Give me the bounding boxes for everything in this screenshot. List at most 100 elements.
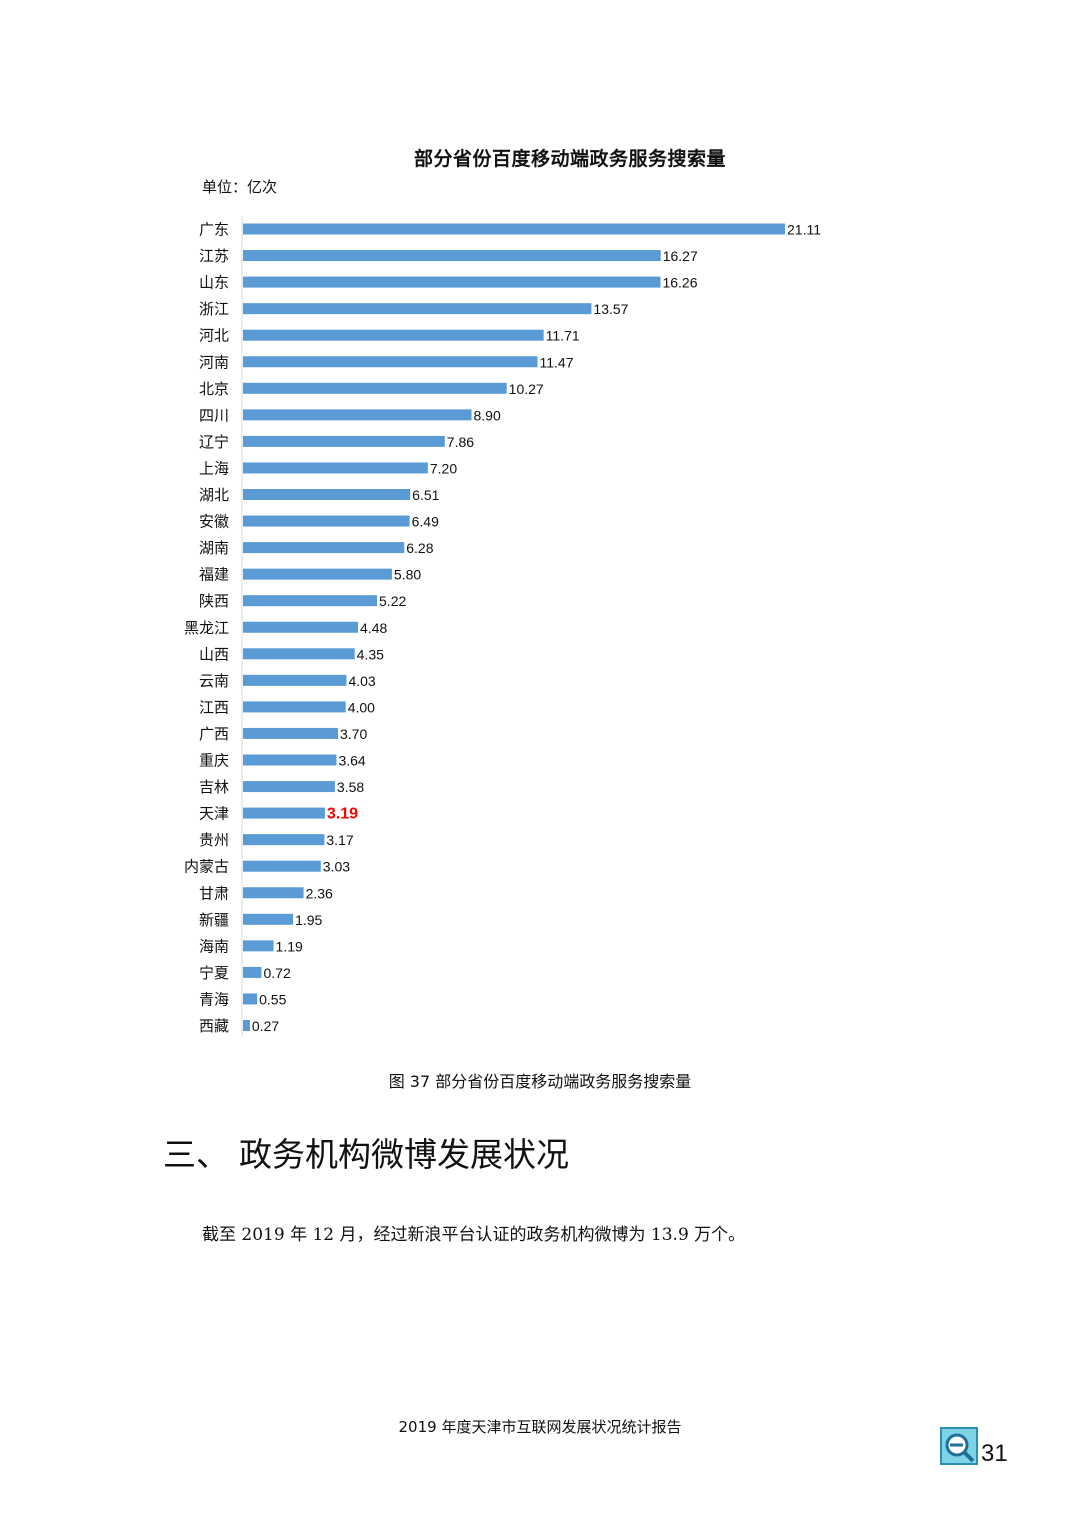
data-label: 7.20 xyxy=(430,460,457,476)
data-label: 11.71 xyxy=(546,328,580,344)
data-label: 5.80 xyxy=(394,567,421,583)
data-label: 4.00 xyxy=(348,699,375,715)
category-label: 宁夏 xyxy=(199,964,229,982)
bar xyxy=(243,435,445,447)
figure-caption: 图 37 部分省份百度移动端政务服务搜索量 xyxy=(388,1072,692,1091)
category-label: 新疆 xyxy=(199,911,229,929)
bar xyxy=(243,834,325,846)
bar xyxy=(243,595,378,607)
bar xyxy=(243,489,411,500)
bar xyxy=(243,754,337,766)
bar xyxy=(243,409,472,421)
data-label: 3.17 xyxy=(326,832,353,848)
bar xyxy=(243,382,507,394)
bar xyxy=(243,329,544,341)
category-label: 四川 xyxy=(199,406,229,424)
data-label: 6.51 xyxy=(412,487,439,503)
bar xyxy=(243,648,355,660)
bar xyxy=(243,356,538,368)
category-label: 贵州 xyxy=(199,831,229,849)
category-label: 重庆 xyxy=(199,752,229,770)
category-label: 江苏 xyxy=(199,247,229,265)
category-label: 湖北 xyxy=(199,486,229,504)
category-label: 广西 xyxy=(199,725,229,743)
data-label: 4.48 xyxy=(360,620,387,636)
body-paragraph: 截至 2019 年 12 月，经过新浪平台认证的政务机构微博为 13.9 万个。 xyxy=(202,1225,746,1245)
section-title: 政务机构微博发展状况 xyxy=(239,1135,569,1174)
footer-report-title: 2019 年度天津市互联网发展状况统计报告 xyxy=(398,1418,682,1436)
data-label: 7.86 xyxy=(447,434,474,450)
bar xyxy=(243,250,661,262)
data-label: 13.57 xyxy=(593,301,628,317)
data-label: 2.36 xyxy=(306,885,333,901)
category-label: 安徽 xyxy=(199,513,229,531)
category-label: 天津 xyxy=(199,805,229,823)
bar xyxy=(243,462,428,474)
data-label: 3.19 xyxy=(327,806,358,823)
category-label: 云南 xyxy=(199,672,229,690)
bar xyxy=(243,781,335,793)
category-label: 西藏 xyxy=(199,1017,229,1035)
category-label: 湖南 xyxy=(199,539,229,557)
data-label: 0.27 xyxy=(252,1018,279,1034)
category-label: 内蒙古 xyxy=(184,858,229,876)
bar xyxy=(243,913,294,925)
category-label: 江西 xyxy=(199,698,229,716)
chart-unit-label: 单位：亿次 xyxy=(202,178,278,196)
category-label: 甘肃 xyxy=(199,884,229,902)
data-label: 6.28 xyxy=(406,540,433,556)
page-number: 31 xyxy=(981,1440,1008,1467)
chart-title: 部分省份百度移动端政务服务搜索量 xyxy=(413,148,726,170)
category-label: 吉林 xyxy=(199,778,229,796)
category-label: 青海 xyxy=(199,990,229,1008)
data-label: 6.49 xyxy=(412,514,439,530)
category-label: 海南 xyxy=(199,937,229,955)
data-label: 4.03 xyxy=(348,673,375,689)
category-label: 河北 xyxy=(199,327,229,345)
bar xyxy=(243,860,321,872)
bar xyxy=(243,887,304,899)
category-label: 陕西 xyxy=(199,592,229,610)
data-label: 10.27 xyxy=(509,381,544,397)
data-label: 0.55 xyxy=(259,991,286,1007)
bar-chart: 广东 21.11 江苏 16.27 山东 16.26 浙江 13.57 河北 11.71 河南 11.… xyxy=(184,216,821,1037)
category-label: 上海 xyxy=(199,459,229,477)
bar xyxy=(243,276,661,288)
data-label: 3.64 xyxy=(338,753,365,769)
bar xyxy=(243,993,258,1005)
data-label: 0.72 xyxy=(263,965,290,981)
data-label: 5.22 xyxy=(379,593,406,609)
category-label: 广东 xyxy=(199,221,229,239)
data-label: 1.95 xyxy=(295,912,322,928)
bar xyxy=(243,674,347,686)
bar xyxy=(243,515,410,527)
category-label: 浙江 xyxy=(199,300,229,318)
data-label: 16.26 xyxy=(662,275,697,291)
data-label: 3.03 xyxy=(323,859,350,875)
report-logo-icon xyxy=(940,1427,978,1465)
category-label: 河南 xyxy=(199,353,229,371)
bar xyxy=(243,1020,250,1031)
category-label: 山西 xyxy=(199,645,229,663)
data-label: 8.90 xyxy=(474,407,501,423)
category-label: 福建 xyxy=(199,566,229,584)
bar xyxy=(243,568,392,580)
category-label: 北京 xyxy=(199,380,229,398)
data-label: 16.27 xyxy=(663,248,698,264)
data-label: 21.11 xyxy=(787,222,821,238)
section-heading: 三、 政务机构微博发展状况 xyxy=(163,1128,569,1176)
bar xyxy=(243,807,325,819)
category-label: 黑龙江 xyxy=(184,619,229,637)
bar xyxy=(243,223,785,235)
category-label: 山东 xyxy=(199,274,229,292)
category-label: 辽宁 xyxy=(199,433,229,451)
bar xyxy=(243,701,346,713)
bar xyxy=(243,542,405,554)
bar xyxy=(243,727,338,739)
data-label: 3.58 xyxy=(337,779,364,795)
data-label: 3.70 xyxy=(340,726,367,742)
bar xyxy=(243,940,274,952)
data-label: 11.47 xyxy=(539,354,573,370)
bar xyxy=(243,966,262,978)
bar xyxy=(243,621,359,633)
